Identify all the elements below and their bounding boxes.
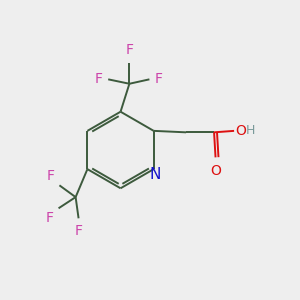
Text: N: N bbox=[149, 167, 161, 182]
Text: F: F bbox=[95, 72, 103, 86]
Text: O: O bbox=[210, 164, 221, 178]
Text: F: F bbox=[125, 43, 134, 57]
Text: H: H bbox=[246, 124, 255, 137]
Text: O: O bbox=[236, 124, 246, 138]
Text: F: F bbox=[45, 211, 53, 225]
Text: F: F bbox=[155, 72, 163, 86]
Text: F: F bbox=[46, 169, 54, 183]
Text: F: F bbox=[75, 224, 83, 238]
